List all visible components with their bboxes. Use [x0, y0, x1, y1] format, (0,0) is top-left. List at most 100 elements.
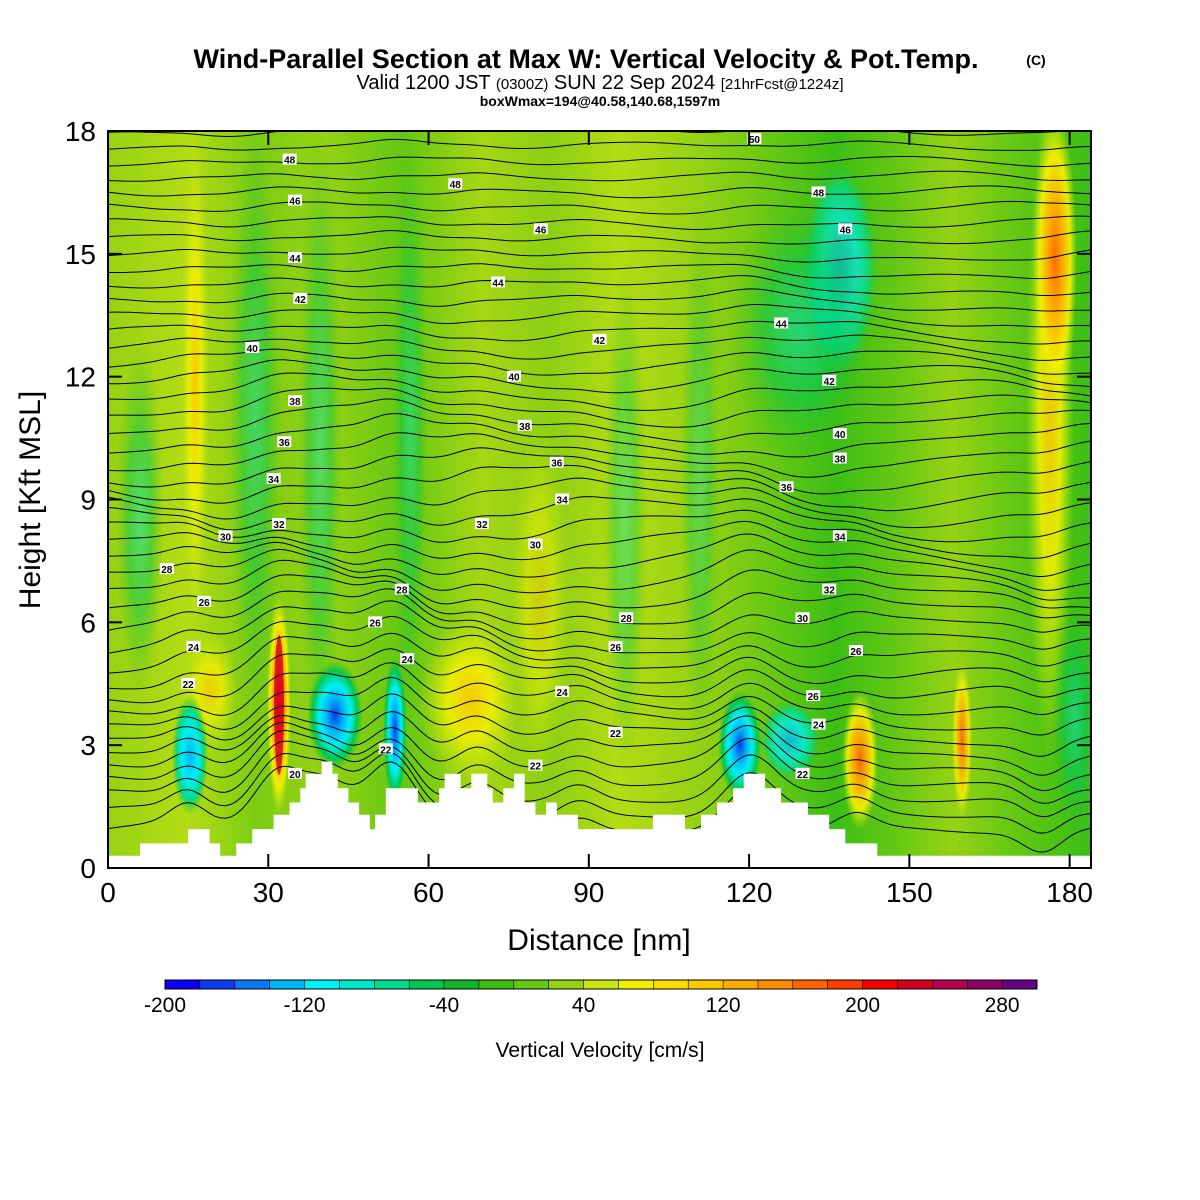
theta-contour: [108, 761, 1091, 853]
theta-contour: [108, 729, 1091, 804]
contour-label-bg: [282, 153, 297, 165]
contour-label-bg: [394, 583, 409, 595]
colorbar-swatch: [234, 980, 271, 989]
contour-label: 36: [279, 438, 291, 449]
colorbar-swatch: [548, 980, 585, 989]
contour-label: 48: [450, 180, 462, 191]
theta-contour: [108, 600, 1091, 654]
x-axis-label: Distance [nm]: [507, 924, 690, 957]
theta-contour: [108, 185, 1091, 199]
contour-label-bg: [822, 583, 837, 595]
colorbar-tick-label: 40: [572, 994, 595, 1017]
colorbar-tick-label: 280: [985, 994, 1020, 1017]
field-streak: [116, 340, 164, 700]
theta-contour: [108, 170, 1091, 182]
theta-contour: [108, 752, 1091, 834]
chart-title: Wind-Parallel Section at Max W: Vertical…: [194, 44, 979, 74]
downdraft-core: [383, 655, 407, 805]
contour-label-bg: [287, 395, 302, 407]
colorbar-swatch: [897, 980, 933, 989]
contour-label-bg: [181, 677, 196, 689]
contour-label-bg: [555, 685, 570, 697]
contour-label-bg: [528, 538, 543, 550]
colorbar-tick-label: -200: [144, 994, 186, 1017]
colorbar-swatch: [653, 980, 689, 989]
theta-contour: [108, 263, 1091, 280]
colorbar-frame: [164, 979, 1038, 990]
contour-label: 40: [247, 344, 259, 355]
contour-label: 38: [519, 422, 531, 433]
colorbar-tick-label: -120: [283, 994, 325, 1017]
field-streak: [420, 615, 520, 785]
theta-contour: [108, 548, 1091, 601]
colorbar-swatch: [339, 980, 375, 989]
colorbar-swatch: [583, 980, 619, 989]
theta-contour: [108, 711, 1091, 776]
valid-utc: (0300Z): [496, 76, 549, 93]
contour-label-bg: [378, 743, 393, 755]
field-streak: [680, 200, 720, 760]
theta-contour: [108, 138, 1091, 151]
contour-label: 22: [380, 745, 392, 756]
x-tick-label: 180: [1046, 877, 1093, 908]
contour-label-bg: [832, 452, 847, 464]
contour-label: 40: [834, 430, 846, 441]
theta-contour: [108, 288, 1091, 312]
colorbar-swatch: [967, 980, 1003, 989]
contour-label: 32: [476, 520, 488, 531]
colorbar-swatch: [304, 980, 340, 989]
colorbar-swatch: [827, 980, 864, 989]
contour-label-bg: [197, 595, 212, 607]
contour-label: 46: [535, 225, 547, 236]
contour-label: 26: [370, 618, 382, 629]
contour-label: 24: [557, 688, 569, 699]
contour-label-bg: [811, 718, 826, 730]
colorbar-swatch: [723, 980, 759, 989]
colorbar-tick-label: -40: [429, 994, 459, 1017]
contour-label: 30: [797, 614, 809, 625]
contour-label: 20: [289, 770, 301, 781]
contour-label-bg: [277, 436, 292, 448]
theta-contour: [108, 574, 1091, 625]
colorbar-swatch: [618, 980, 654, 989]
contour-label-bg: [592, 333, 607, 345]
contour-label-bg: [245, 342, 260, 354]
x-tick-label: 150: [886, 877, 933, 908]
contour-label-bg: [159, 563, 174, 575]
field-streak: [603, 260, 647, 780]
contour-label: 50: [749, 135, 761, 146]
contour-label-bg: [795, 612, 810, 624]
theta-contour: [108, 588, 1091, 640]
contour-label-bg: [528, 759, 543, 771]
colorbar-swatch: [374, 980, 410, 989]
contour-label-bg: [186, 640, 201, 652]
contour-label: 44: [776, 319, 788, 330]
x-tick-label: 60: [413, 877, 444, 908]
contour-label: 32: [273, 520, 285, 531]
downdraft-core: [307, 660, 363, 770]
valid-prefix: Valid 1200 JST: [356, 72, 490, 94]
contour-label: 46: [289, 197, 301, 208]
contour-label: 46: [840, 225, 852, 236]
y-tick-label: 12: [65, 362, 96, 393]
field-streak: [298, 131, 342, 780]
contour-label-bg: [533, 223, 548, 235]
colorbar-tick-label: 120: [706, 994, 741, 1017]
contour-label-bg: [448, 178, 463, 190]
contour-label-bg: [832, 427, 847, 439]
potential-temperature-contours: [108, 131, 1091, 853]
theta-contour: [108, 304, 1091, 328]
contour-label-bg: [287, 194, 302, 206]
contour-label-bg: [838, 223, 853, 235]
colorbar-swatch: [688, 980, 724, 989]
theta-contour: [108, 721, 1091, 792]
downdraft-core: [760, 700, 820, 780]
contour-label: 44: [289, 254, 301, 265]
contour-label: 42: [594, 336, 606, 347]
theta-contour: [108, 520, 1091, 577]
contour-label: 48: [284, 156, 296, 167]
contour-label-bg: [747, 133, 762, 145]
theta-contour: [108, 559, 1091, 609]
terrain-mask: [108, 761, 1091, 868]
field-streak: [1033, 131, 1077, 410]
